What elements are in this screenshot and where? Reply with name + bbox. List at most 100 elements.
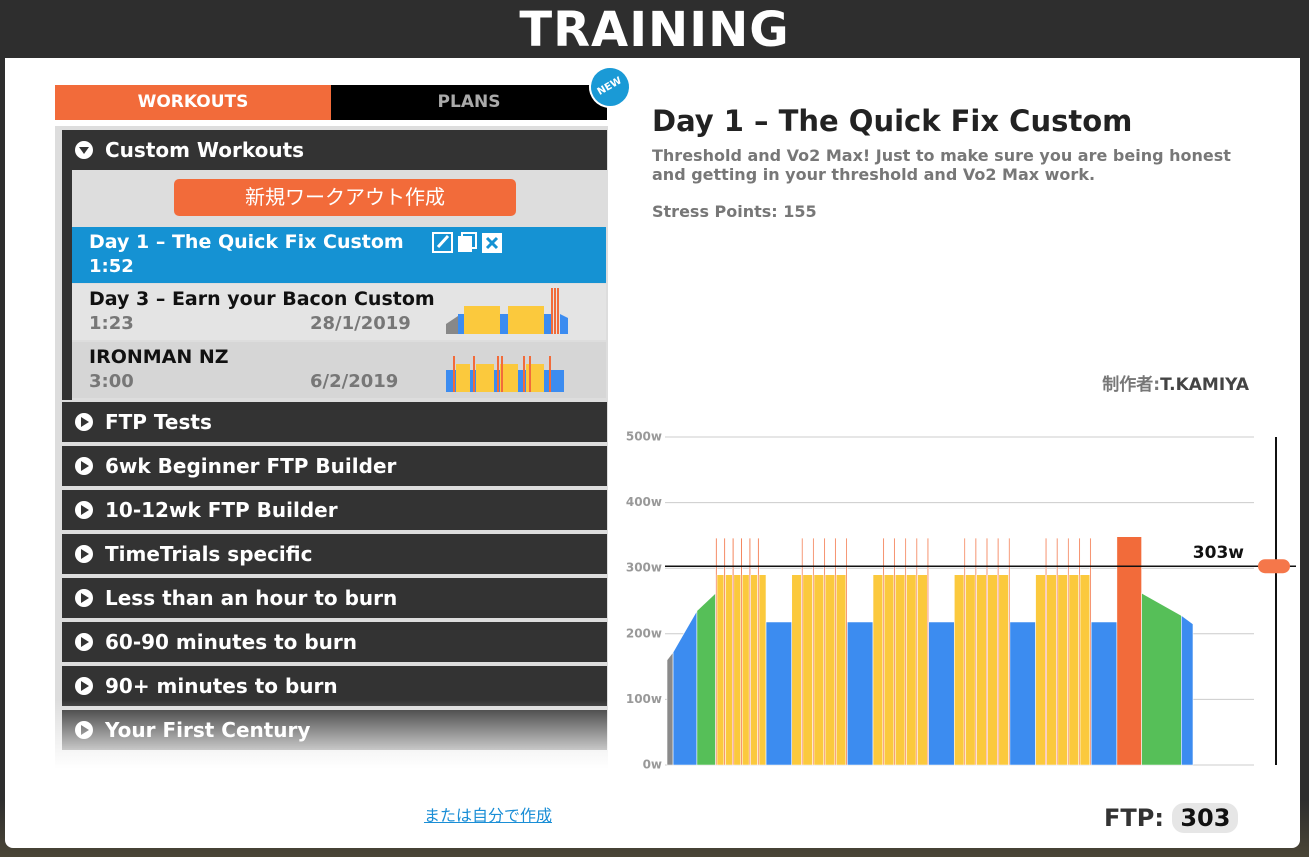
interval — [928, 621, 955, 766]
interval — [974, 537, 977, 766]
tab-workouts[interactable]: WORKOUTS — [55, 85, 331, 120]
mini-profile — [446, 356, 564, 392]
y-tick-label: 300w — [626, 561, 662, 575]
y-tick-label: 0w — [643, 758, 662, 772]
interval — [1045, 537, 1047, 766]
interval — [791, 574, 802, 766]
ftp: FTP: 303 — [1104, 803, 1239, 833]
expand-icon — [75, 413, 93, 431]
expand-icon — [75, 633, 93, 651]
interval — [894, 574, 906, 766]
interval — [917, 574, 928, 766]
interval — [1078, 537, 1081, 766]
workout-row[interactable]: Day 3 – Earn your Bacon Custom 1:23 28/1… — [72, 284, 606, 340]
category-name: 6wk Beginner FTP Builder — [105, 454, 397, 478]
interval — [834, 537, 837, 766]
workout-name: Day 3 – Earn your Bacon Custom — [89, 288, 435, 310]
interval — [1089, 537, 1092, 766]
interval — [1116, 536, 1142, 766]
workout-time: 1:23 — [89, 313, 134, 334]
interval — [847, 621, 874, 766]
interval — [915, 537, 918, 766]
interval — [1068, 574, 1080, 766]
category-name: Less than an hour to burn — [105, 586, 398, 610]
workout-row[interactable]: IRONMAN NZ 3:00 6/2/2019 — [72, 342, 606, 398]
expand-icon — [75, 677, 93, 695]
interval — [823, 537, 826, 766]
category-name: TimeTrials specific — [105, 542, 313, 566]
y-tick-label: 200w — [626, 626, 662, 640]
interval — [802, 574, 813, 766]
category-row[interactable]: FTP Tests — [62, 402, 607, 442]
interval — [824, 574, 836, 766]
top-bar — [0, 0, 1309, 58]
interval — [1067, 537, 1070, 766]
interval — [1079, 574, 1091, 766]
category-name: 90+ minutes to burn — [105, 674, 338, 698]
interval — [976, 574, 987, 766]
author-label: 制作者: — [1102, 375, 1161, 395]
interval — [740, 537, 743, 766]
collapse-icon — [75, 141, 93, 159]
workout-name: Day 1 – The Quick Fix Custom — [89, 231, 404, 253]
tab-plans[interactable]: PLANS — [331, 85, 607, 120]
interval — [835, 574, 847, 766]
mini-profile — [446, 288, 568, 334]
new-workout-button[interactable]: 新規ワークアウト作成 — [174, 179, 516, 216]
interval — [1057, 574, 1068, 766]
interval — [1141, 592, 1182, 766]
interval — [812, 537, 815, 766]
interval — [953, 574, 965, 766]
interval — [1008, 537, 1011, 766]
interval — [845, 537, 848, 766]
category-row[interactable]: 10-12wk FTP Builder — [62, 490, 607, 530]
interval — [801, 537, 804, 766]
author: 制作者:T.KAMIYA — [1102, 370, 1249, 395]
interval — [872, 574, 884, 766]
expand-icon — [75, 545, 93, 563]
interval — [765, 621, 793, 766]
interval — [997, 537, 1000, 766]
author-name: T.KAMIYA — [1160, 375, 1249, 395]
workout-row[interactable]: Day 1 – The Quick Fix Custom 1:52 — [72, 227, 606, 283]
interval — [987, 574, 998, 766]
interval — [1181, 614, 1194, 766]
interval — [883, 574, 895, 766]
list-fade — [55, 700, 608, 772]
custom-body — [62, 170, 72, 400]
interval — [715, 537, 718, 766]
expand-icon — [75, 457, 93, 475]
interval — [732, 537, 735, 766]
workout-name: IRONMAN NZ — [89, 346, 229, 368]
ftp-value[interactable]: 303 — [1172, 803, 1239, 833]
stress: Stress Points: 155 — [652, 202, 817, 221]
interval — [733, 574, 742, 766]
create-link[interactable]: または自分で作成 — [423, 806, 552, 825]
interval — [1056, 537, 1059, 766]
interval — [893, 537, 896, 766]
y-tick-label: 400w — [626, 495, 662, 509]
category-row[interactable]: 90+ minutes to burn — [62, 666, 607, 706]
category-row[interactable]: Less than an hour to burn — [62, 578, 607, 618]
interval — [963, 537, 966, 766]
ftp-handle[interactable] — [1258, 559, 1290, 574]
category-row[interactable]: 6wk Beginner FTP Builder — [62, 446, 607, 486]
interval — [1009, 621, 1036, 766]
stress-label: Stress Points: — [652, 202, 778, 221]
header-title: TRAINING — [519, 2, 790, 58]
category-name: 60-90 minutes to burn — [105, 630, 358, 654]
category-row[interactable]: 60-90 minutes to burn — [62, 622, 607, 662]
category-row[interactable]: TimeTrials specific — [62, 534, 607, 574]
workout-date: 6/2/2019 — [310, 371, 399, 392]
category-row[interactable]: Custom Workouts — [62, 130, 607, 170]
ftp-label: FTP: — [1104, 804, 1164, 832]
interval — [666, 651, 674, 766]
workout-time: 1:52 — [89, 256, 134, 277]
interval — [904, 537, 907, 766]
interval — [725, 574, 733, 766]
interval — [723, 537, 726, 766]
workout-time: 3:00 — [89, 371, 134, 392]
interval — [882, 537, 885, 766]
